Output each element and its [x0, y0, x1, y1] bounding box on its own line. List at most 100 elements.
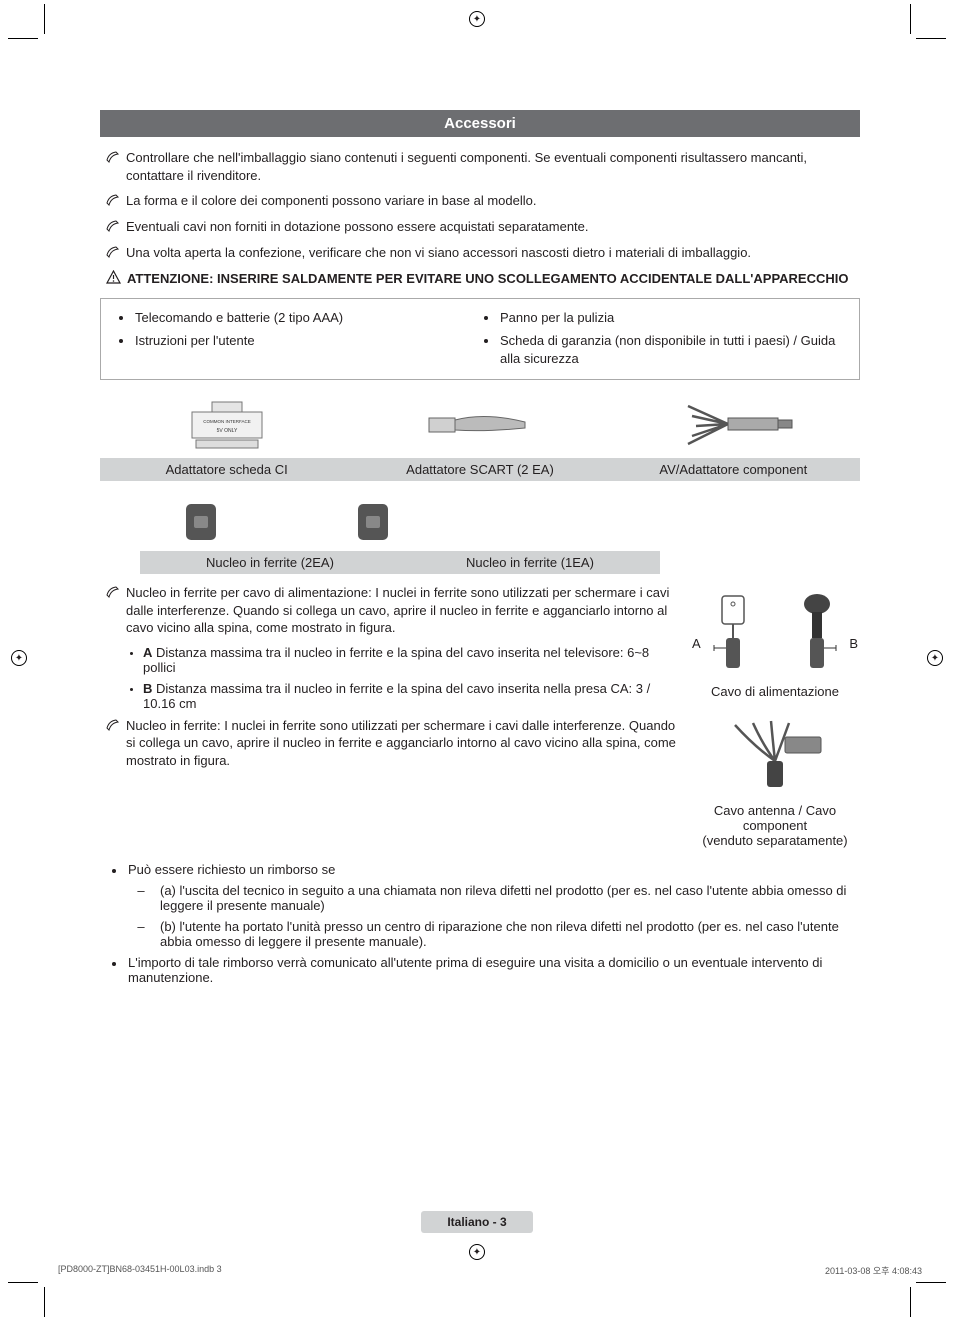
crop-mark — [910, 1287, 911, 1317]
power-cable-image: A B — [690, 584, 860, 680]
refund-intro-text: Può essere richiesto un rimborso se — [128, 862, 335, 877]
crop-mark — [8, 1282, 38, 1283]
power-cable-figure: A B Cavo di alimentazione — [690, 584, 860, 711]
note-item: Una volta aperta la confezione, verifica… — [100, 244, 860, 262]
bullet-icon — [484, 316, 488, 320]
dash-icon: – — [136, 919, 146, 934]
ferrite-1ea-image — [352, 499, 394, 545]
refund-b-text: (b) l'utente ha portato l'unità presso u… — [160, 919, 860, 949]
warning-text: ATTENZIONE: INSERIRE SALDAMENTE PER EVIT… — [127, 270, 848, 288]
refund-block: Può essere richiesto un rimborso se – (a… — [100, 862, 860, 985]
ferrite-cell-a — [180, 499, 222, 545]
bullet-icon — [119, 316, 123, 320]
page-footer: Italiano - 3 — [0, 1211, 954, 1233]
accessory-cell-ci: COMMON INTERFACE 5V ONLY — [100, 396, 353, 452]
crop-mark — [44, 4, 45, 34]
bullet-icon — [130, 652, 133, 655]
note-icon — [106, 245, 120, 262]
section-title: Accessori — [100, 110, 860, 137]
registration-mark-left — [11, 650, 27, 666]
crop-mark — [910, 4, 911, 34]
ferrite-note-text: Nucleo in ferrite per cavo di alimentazi… — [126, 584, 676, 637]
list-item: Telecomando e batterie (2 tipo AAA) — [115, 309, 480, 327]
ferrite-images-row — [180, 499, 860, 545]
label-ci: Adattatore scheda CI — [100, 458, 353, 481]
distance-b-item: B Distanza massima tra il nucleo in ferr… — [130, 681, 676, 711]
list-item: Istruzioni per l'utente — [115, 332, 480, 350]
registration-mark-right — [927, 650, 943, 666]
note-icon — [106, 193, 120, 210]
antenna-caption-1: Cavo antenna / Cavo component — [690, 803, 860, 833]
item-text: Scheda di garanzia (non disponibile in t… — [500, 332, 845, 367]
note-item: Nucleo in ferrite: I nuclei in ferrite s… — [100, 717, 676, 770]
note-icon — [106, 219, 120, 236]
crop-mark — [916, 1282, 946, 1283]
note-text: Controllare che nell'imballaggio siano c… — [126, 149, 860, 184]
av-adapter-image — [615, 396, 852, 452]
bullet-icon — [112, 962, 116, 966]
print-footer: [PD8000-ZT]BN68-03451H-00L03.indb 3 2011… — [58, 1264, 922, 1277]
item-text: Panno per la pulizia — [500, 309, 614, 327]
antenna-caption-2: (venduto separatamente) — [690, 833, 860, 848]
distance-b-text: B Distanza massima tra il nucleo in ferr… — [143, 681, 676, 711]
note-item: Controllare che nell'imballaggio siano c… — [100, 149, 860, 184]
list-item: Scheda di garanzia (non disponibile in t… — [480, 332, 845, 367]
items-col-right: Panno per la pulizia Scheda di garanzia … — [480, 309, 845, 374]
label-scart: Adattatore SCART (2 EA) — [353, 458, 606, 481]
crop-mark — [916, 38, 946, 39]
bullet-icon — [484, 339, 488, 343]
refund-intro-row: Può essere richiesto un rimborso se — [100, 862, 860, 877]
power-cable-caption: Cavo di alimentazione — [690, 684, 860, 699]
note-text: La forma e il colore dei componenti poss… — [126, 192, 536, 210]
page-content: Accessori Controllare che nell'imballagg… — [100, 110, 860, 991]
label-av: AV/Adattatore component — [607, 458, 860, 481]
footer-page-number: Italiano - 3 — [421, 1211, 532, 1233]
print-file-info: [PD8000-ZT]BN68-03451H-00L03.indb 3 — [58, 1264, 222, 1277]
label-a: A — [692, 636, 701, 651]
bullet-icon — [112, 869, 116, 873]
refund-a-row: – (a) l'uscita del tecnico in seguito a … — [100, 883, 860, 913]
svg-text:COMMON INTERFACE: COMMON INTERFACE — [203, 419, 251, 424]
refund-b-row: – (b) l'utente ha portato l'unità presso… — [100, 919, 860, 949]
warning-row: ATTENZIONE: INSERIRE SALDAMENTE PER EVIT… — [100, 270, 860, 288]
scart-adapter-image — [361, 396, 598, 452]
note-item: Eventuali cavi non forniti in dotazione … — [100, 218, 860, 236]
ferrite-2ea-image — [180, 499, 222, 545]
note-item: La forma e il colore dei componenti poss… — [100, 192, 860, 210]
item-text: Istruzioni per l'utente — [135, 332, 255, 350]
items-col-left: Telecomando e batterie (2 tipo AAA) Istr… — [115, 309, 480, 374]
dash-icon: – — [136, 883, 146, 898]
warning-triangle-icon — [106, 270, 121, 287]
label-ferrite-a: Nucleo in ferrite (2EA) — [140, 551, 400, 574]
label-b: B — [849, 636, 858, 651]
accessory-cell-scart — [353, 396, 606, 452]
ferrite-note2-text: Nucleo in ferrite: I nuclei in ferrite s… — [126, 717, 676, 770]
note-icon — [106, 150, 120, 167]
note-text: Eventuali cavi non forniti in dotazione … — [126, 218, 589, 236]
antenna-cable-figure: Cavo antenna / Cavo component (venduto s… — [690, 717, 860, 848]
registration-mark-bottom — [469, 1244, 485, 1260]
ferrite-cell-b — [352, 499, 394, 545]
note-item: Nucleo in ferrite per cavo di alimentazi… — [100, 584, 676, 637]
refund-final-text: L'importo di tale rimborso verrà comunic… — [128, 955, 860, 985]
svg-text:5V ONLY: 5V ONLY — [216, 428, 237, 434]
note-icon — [106, 718, 120, 735]
accessory-labels-bar: Adattatore scheda CI Adattatore SCART (2… — [100, 458, 860, 481]
accessory-images-row: COMMON INTERFACE 5V ONLY — [100, 396, 860, 452]
ferrite-desc-left-2: Nucleo in ferrite: I nuclei in ferrite s… — [100, 717, 676, 848]
bullet-icon — [119, 339, 123, 343]
crop-mark — [44, 1287, 45, 1317]
antenna-cable-image — [690, 717, 860, 801]
ferrite-desc-left: Nucleo in ferrite per cavo di alimentazi… — [100, 584, 676, 711]
included-items-box: Telecomando e batterie (2 tipo AAA) Istr… — [100, 298, 860, 381]
ci-adapter-image: COMMON INTERFACE 5V ONLY — [108, 396, 345, 452]
refund-a-text: (a) l'uscita del tecnico in seguito a un… — [160, 883, 860, 913]
print-timestamp: 2011-03-08 오후 4:08:43 — [825, 1264, 922, 1277]
accessory-cell-av — [607, 396, 860, 452]
ferrite-desc-row-2: Nucleo in ferrite: I nuclei in ferrite s… — [100, 717, 860, 848]
ferrite-labels-bar: Nucleo in ferrite (2EA) Nucleo in ferrit… — [140, 551, 660, 574]
crop-mark — [8, 38, 38, 39]
distance-a-text: A Distanza massima tra il nucleo in ferr… — [143, 645, 676, 675]
note-icon — [106, 585, 120, 602]
list-item: Panno per la pulizia — [480, 309, 845, 327]
